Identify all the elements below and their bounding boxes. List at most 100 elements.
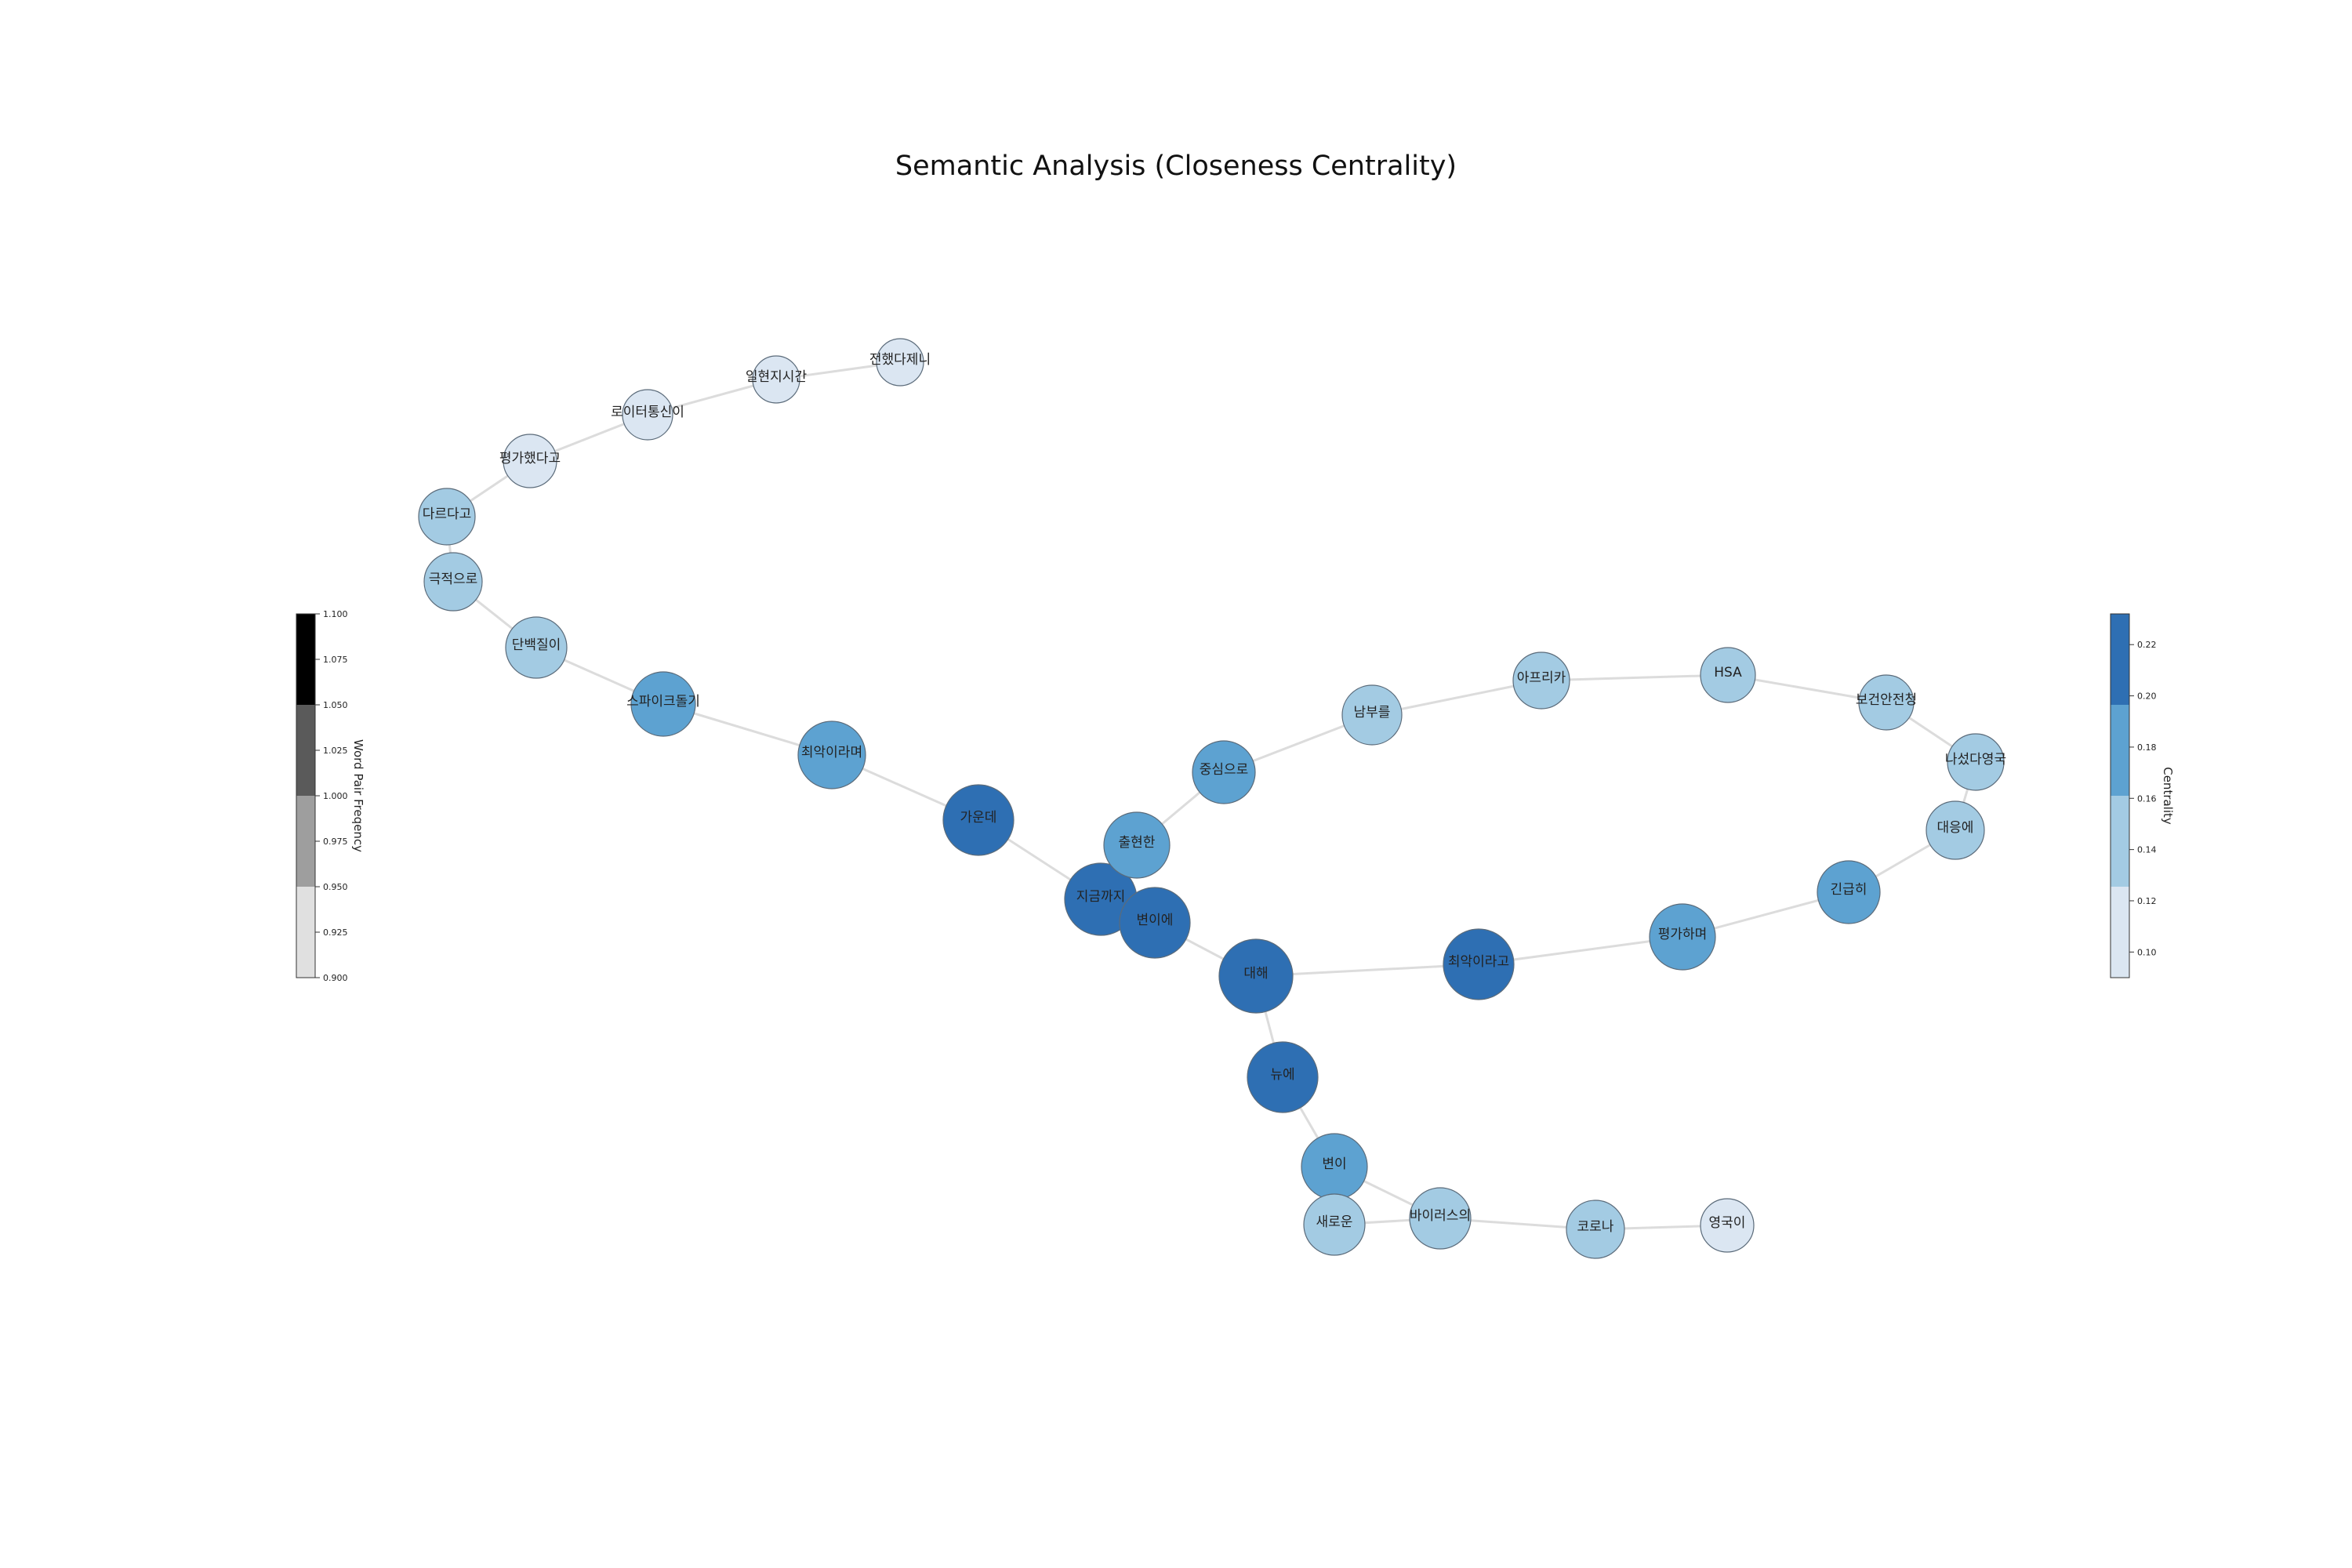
edge [1541,673,1729,682]
node-label: 출현한 [1119,835,1156,851]
frequency-tick-label: 1.050 [323,700,348,710]
frequency-bin-3 [296,705,315,796]
node-n16: 아프리카 [1512,652,1570,710]
node-label: 가운데 [960,810,997,826]
node-circle [1926,800,1985,860]
node-circle [1700,1198,1755,1253]
centrality-colorbar: 0.22 0.20 0.18 0.16 0.14 0.12 0.10 Centrality [2110,613,2175,978]
node-n20: 대응에 [1926,800,1985,860]
frequency-bin-1 [296,887,315,978]
node-n14: 중심으로 [1192,740,1256,804]
node-n10: 가운데 [942,784,1014,856]
node-label: 뉴에 [1270,1067,1294,1083]
node-n23: 최악이라고 [1443,928,1515,1000]
node-circle [942,784,1014,856]
frequency-ticks: 1.100 1.075 1.050 1.025 1.000 0.975 0.950 0.925… [315,609,348,983]
centrality-tick-label: 0.16 [2137,793,2157,804]
node-label: 아프리카 [1517,670,1566,686]
node-label: 다르다고 [423,506,472,522]
node-circle [1858,674,1915,731]
node-circle [1409,1187,1472,1250]
node-label: 평가하며 [1658,927,1708,942]
centrality-colorbar-label: Centrality [2161,767,2175,825]
frequency-tick-label: 0.950 [323,882,348,892]
node-circle [1341,684,1403,746]
node-circle [1817,860,1881,924]
node-circle [1119,887,1191,959]
centrality-bin-1 [2111,887,2129,978]
node-n24: 대해 [1218,938,1294,1014]
frequency-bin-2 [296,796,315,887]
node-n3: 로이터통신이 [611,389,684,441]
node-label: 변이 [1322,1156,1346,1172]
node-n2: 일현지시간 [746,355,808,404]
node-n13: 출현한 [1103,811,1171,879]
node-n28: 바이러스의 [1409,1187,1472,1250]
node-circle [1700,647,1756,703]
node-n26: 변이 [1301,1133,1368,1200]
frequency-tick-label: 1.100 [323,609,348,619]
node-circle [1649,903,1716,971]
frequency-tick-label: 0.900 [323,973,348,983]
chart-title: Semantic Analysis (Closeness Centrality) [895,151,1457,182]
node-circle [630,671,696,737]
node-circle [1192,740,1256,804]
node-n4: 평가했다고 [499,434,561,488]
node-n12: 변이에 [1119,887,1191,959]
node-circle [752,355,800,404]
node-label: 스파이크돌기 [626,694,700,710]
node-label: 로이터통신이 [611,405,684,420]
node-label: 대응에 [1937,820,1974,836]
node-label: 나섰다영국 [1945,752,2006,768]
node-n21: 긴급히 [1817,860,1881,924]
node-n19: 나섰다영국 [1945,733,2006,791]
centrality-tick-label: 0.18 [2137,742,2157,753]
centrality-tick-label: 0.14 [2137,845,2157,855]
node-label: 평가했다고 [499,451,561,466]
node-circle [876,338,924,387]
nodes-layer: 전했다제니일현지시간로이터통신이평가했다고다르다고극적으로단백질이스파이크돌기최… [418,338,2006,1259]
centrality-ticks: 0.22 0.20 0.18 0.16 0.14 0.12 0.10 [2129,640,2157,957]
node-circle [1566,1200,1625,1259]
node-n25: 뉴에 [1247,1041,1319,1113]
frequency-bin-4 [296,614,315,705]
node-n8: 스파이크돌기 [626,671,700,737]
node-circle [622,389,673,441]
node-label: 새로운 [1316,1214,1353,1230]
node-label: 남부를 [1354,705,1391,720]
centrality-tick-label: 0.22 [2137,640,2157,650]
node-n15: 남부를 [1341,684,1403,746]
node-circle [1247,1041,1319,1113]
node-n1: 전했다제니 [869,338,931,387]
node-n30: 영국이 [1700,1198,1755,1253]
node-n5: 다르다고 [418,488,476,546]
node-circle [1512,652,1570,710]
centrality-tick-label: 0.20 [2137,691,2157,702]
node-n17: HSA [1700,647,1756,703]
node-label: 전했다제니 [869,352,931,368]
node-circle [1103,811,1171,879]
centrality-bin-3 [2111,705,2129,796]
node-circle [503,434,557,488]
node-n9: 최악이라며 [797,720,866,789]
node-n18: 보건안전청 [1856,674,1917,731]
frequency-tick-label: 0.925 [323,927,348,938]
node-label: 최악이라며 [801,745,862,760]
node-n27: 새로운 [1303,1193,1366,1256]
node-label: 영국이 [1709,1215,1746,1231]
frequency-tick-label: 1.075 [323,655,348,665]
node-label: 변이에 [1137,913,1174,928]
node-label: HSA [1714,665,1742,681]
node-label: 바이러스의 [1410,1208,1471,1224]
node-n11: 지금까지 [1064,862,1138,936]
node-label: 일현지시간 [746,369,808,385]
node-n6: 극적으로 [423,552,483,612]
node-circle [1443,928,1515,1000]
node-label: 보건안전청 [1856,692,1917,708]
node-label: 중심으로 [1200,762,1249,778]
frequency-tick-label: 1.025 [323,746,348,756]
node-label: 최악이라고 [1448,954,1509,970]
node-label: 긴급히 [1831,882,1867,898]
node-n22: 평가하며 [1649,903,1716,971]
